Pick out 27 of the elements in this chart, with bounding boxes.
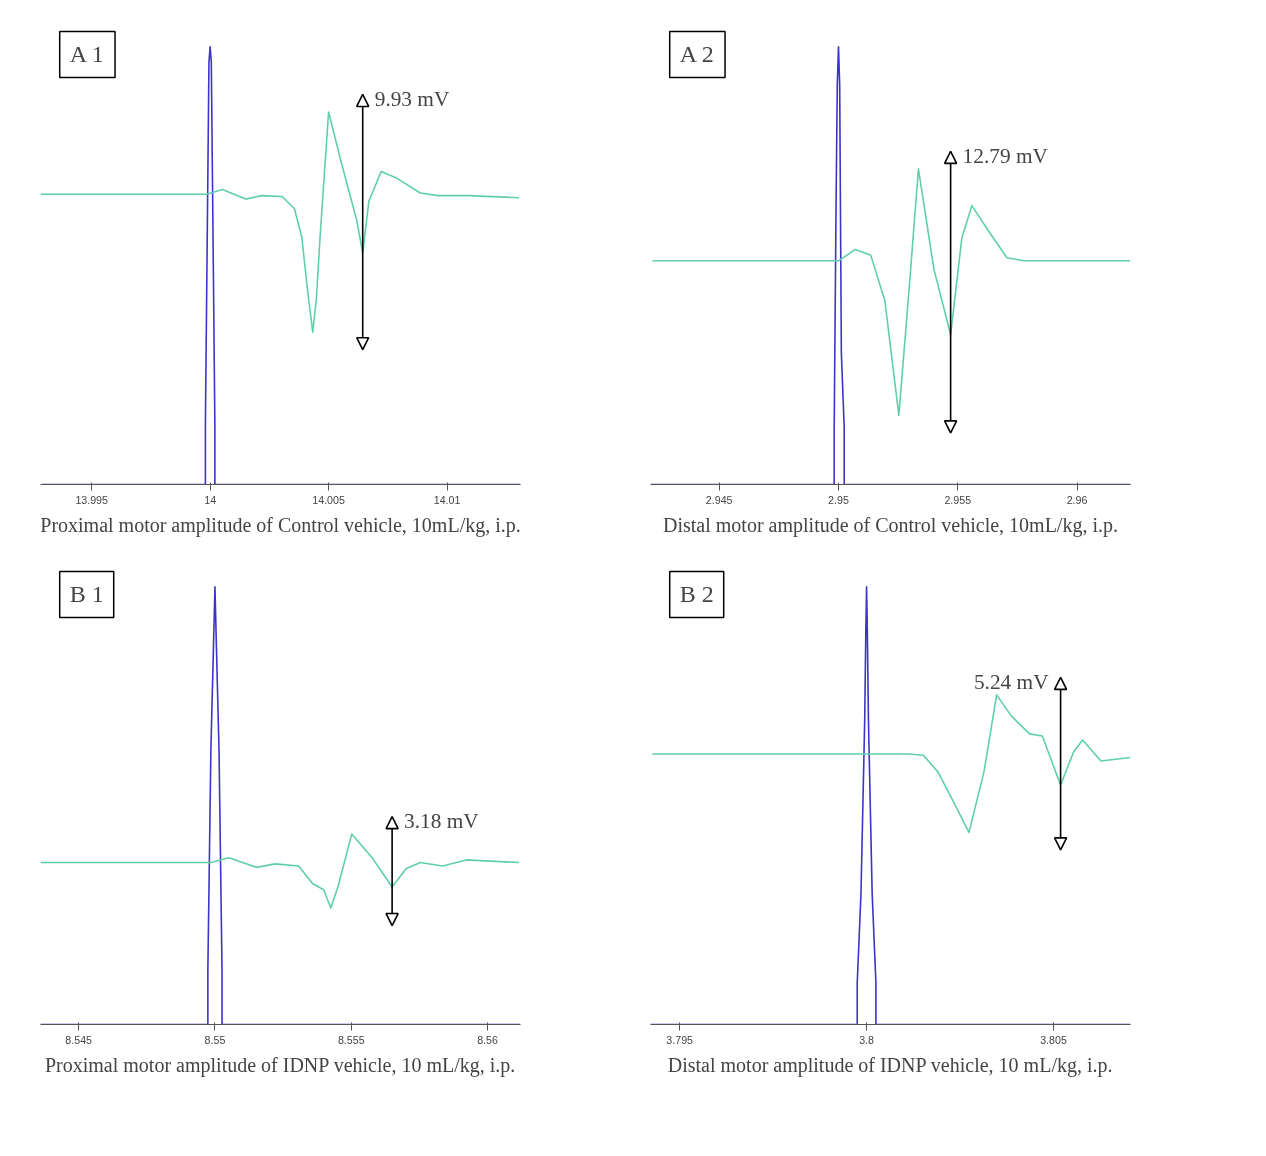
x-tick-label: 8.545 [65, 1033, 93, 1046]
x-tick-label: 14 [204, 493, 217, 506]
x-tick-label: 8.55 [204, 1033, 226, 1046]
x-tick-label: 2.95 [828, 493, 849, 506]
chart-title: B 2 [679, 581, 714, 608]
x-tick-label: 2.945 [705, 493, 733, 506]
text: Distal motor amplitude of IDNP vehicle, 10 mL/kg, i.p. [667, 1053, 1113, 1077]
text: Proximal motor amplitude of Control vehicle, 10mL/kg, i.p. [40, 513, 521, 537]
chart-title: A 2 [679, 41, 714, 68]
x-tick-label: 13.995 [75, 493, 109, 506]
text: Proximal motor amplitude of IDNP vehicle, 10 mL/kg, i.p. [44, 1053, 516, 1077]
x-tick-label: 14.005 [312, 493, 345, 506]
chart-title: A 1 [69, 41, 104, 68]
x-tick-label: 8.555 [337, 1033, 365, 1046]
annotation: 3.18 mV [404, 808, 480, 833]
x-tick-label: 3.795 [666, 1033, 694, 1046]
annotation: 9.93 mV [374, 86, 450, 111]
annotation: 5.24 mV [973, 669, 1050, 694]
x-tick-label: 3.805 [1040, 1033, 1067, 1046]
chart-title: B 1 [69, 581, 104, 608]
x-tick-label: 2.955 [944, 493, 972, 506]
x-tick-label: 14.01 [433, 493, 461, 506]
x-tick-label: 2.96 [1066, 493, 1088, 506]
annotation: 12.79 mV [962, 143, 1049, 168]
x-tick-label: 8.56 [477, 1033, 498, 1046]
x-tick-label: 3.8 [859, 1033, 875, 1046]
text: Distal motor amplitude of Control vehicle, 10mL/kg, i.p. [663, 513, 1118, 537]
